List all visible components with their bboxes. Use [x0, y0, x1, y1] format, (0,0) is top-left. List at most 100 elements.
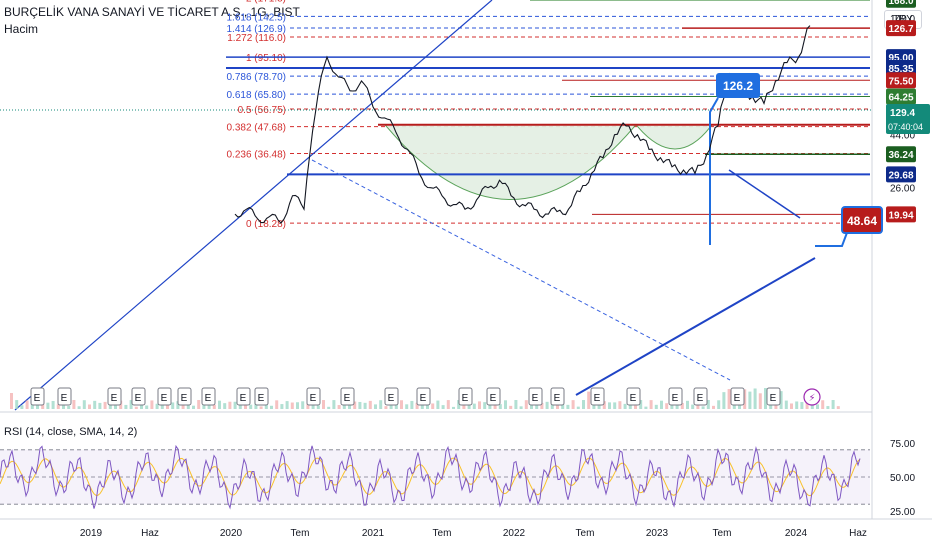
volume-bar — [660, 400, 663, 409]
price-tick-label: 44.00 — [890, 131, 915, 142]
volume-bar — [218, 400, 221, 409]
volume-bar — [566, 404, 570, 409]
volume-bar — [524, 400, 528, 409]
price-level-badge — [886, 146, 916, 163]
volume-bar — [795, 401, 799, 409]
volume-bar — [192, 405, 195, 409]
earnings-marker-label: E — [734, 393, 741, 404]
volume-bar — [197, 400, 201, 409]
volume-bar — [743, 389, 747, 409]
volume-bar — [576, 406, 580, 409]
volume-bar — [348, 403, 351, 409]
last-price-value: 129.4 — [890, 108, 915, 119]
callout-badge — [716, 73, 760, 98]
volume-bar — [301, 401, 305, 409]
volume-bar — [72, 400, 76, 409]
price-level-badge — [886, 59, 916, 76]
callout-arrow — [709, 97, 719, 245]
volume-bar — [223, 403, 227, 409]
price-level-badge — [886, 0, 916, 8]
price-level-badge-text: 36.24 — [888, 150, 913, 161]
price-tick-label: 140.0 — [890, 14, 915, 25]
volume-bar — [171, 402, 175, 409]
volume-bar — [420, 402, 424, 409]
last-price-badge — [886, 104, 930, 134]
earnings-marker — [730, 387, 745, 406]
earnings-marker — [306, 387, 321, 406]
earnings-marker-label: E — [61, 393, 68, 404]
callout-arrow — [815, 229, 849, 247]
volume-bar — [363, 402, 367, 409]
volume-bar — [415, 402, 419, 409]
volume-bar — [145, 405, 149, 409]
volume-bar — [545, 401, 549, 409]
earnings-marker — [107, 387, 122, 406]
volume-bar — [405, 404, 409, 409]
volume-bar — [134, 406, 138, 409]
volume-bar — [748, 391, 752, 409]
volume-bar — [93, 400, 97, 409]
rsi-tick-label: 75.00 — [890, 439, 915, 450]
fib-level-label: 2 (171.8) — [246, 0, 286, 4]
volume-bar — [514, 400, 518, 409]
volume-bar — [280, 404, 284, 409]
earnings-marker — [486, 387, 501, 406]
volume-bar — [436, 400, 440, 409]
volume-bar — [701, 406, 705, 409]
volume-bar — [290, 402, 294, 409]
volume-bar — [691, 404, 695, 409]
volume-bar — [150, 400, 154, 409]
volume-bar — [353, 401, 357, 409]
volume-bar — [306, 403, 310, 409]
chart-title: BURÇELİK VANA SANAYİ VE TİCARET A.Ş., 1G… — [4, 5, 300, 19]
volume-bar — [597, 403, 601, 409]
rsi-line — [0, 444, 861, 510]
volume-bar — [805, 402, 809, 409]
rising-support-line — [575, 257, 816, 396]
volume-bar — [462, 405, 466, 409]
price-level-badge — [886, 206, 916, 223]
volume-bar — [712, 405, 715, 409]
time-tick-label: Tem — [433, 528, 452, 539]
volume-bar — [483, 402, 487, 409]
price-level-badge-text: 126.7 — [888, 24, 913, 35]
fib-level-label: 1.618 (142.5) — [227, 12, 287, 23]
volume-bar — [831, 400, 835, 409]
earnings-marker — [201, 387, 216, 406]
volume-bar — [400, 400, 403, 409]
time-tick-label: Tem — [713, 528, 732, 539]
earnings-marker-label: E — [594, 393, 601, 404]
volume-bar — [384, 406, 388, 409]
volume-bar — [509, 405, 513, 409]
earnings-marker-label: E — [344, 393, 351, 404]
volume-bar — [649, 400, 653, 409]
volume-bar — [233, 401, 237, 409]
earnings-marker-label: E — [462, 393, 469, 404]
volume-bar — [379, 400, 383, 409]
volume-bar — [644, 406, 648, 409]
volume-bar — [10, 393, 13, 409]
volume-bar — [249, 404, 253, 409]
callout-text: 126.2 — [723, 79, 753, 93]
fib-level-label: 0.5 (56.75) — [238, 105, 286, 116]
volume-bar — [613, 402, 617, 409]
price-level-badge-text: 168.0 — [888, 0, 913, 7]
volume-bar — [639, 400, 643, 409]
volume-bar — [431, 403, 435, 409]
volume-bar — [67, 405, 71, 409]
volume-bar — [98, 402, 102, 409]
volume-bar — [504, 400, 507, 409]
volume-bar — [15, 400, 19, 409]
price-level-badge — [886, 88, 916, 105]
fib-level-label: 0.786 (78.70) — [227, 72, 287, 83]
price-series-line — [234, 25, 811, 224]
price-level-badge-text: 29.68 — [888, 170, 913, 181]
earnings-marker-label: E — [770, 393, 777, 404]
earnings-marker-label: E — [161, 393, 168, 404]
earnings-marker — [131, 387, 146, 406]
earnings-marker-label: E — [554, 393, 561, 404]
earnings-marker — [528, 387, 543, 406]
volume-bar — [836, 406, 840, 409]
time-tick-label: Tem — [576, 528, 595, 539]
